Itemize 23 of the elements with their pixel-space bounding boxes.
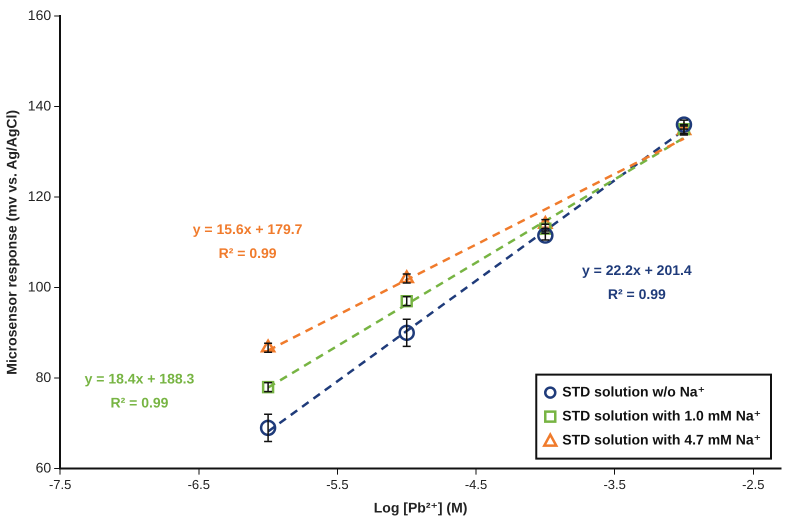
x-tick-label: -5.5 (326, 476, 349, 492)
point (260, 420, 276, 436)
y-tick-label: 100 (28, 278, 52, 294)
y-tick-label: 140 (28, 97, 52, 114)
y-tick-label: 120 (28, 188, 52, 204)
legend-label: STD solution w/o Na⁺ (562, 383, 705, 400)
legend-label: STD solution with 4.7 mM Na⁺ (562, 431, 761, 448)
y-tick-label: 160 (28, 6, 52, 23)
annotation: y = 22.2x + 201.4 R² = 0.99 (582, 262, 692, 302)
x-tick-label: -7.5 (48, 476, 72, 492)
y-axis-title: Microsensor response (mv vs. Ag/AgCl) (3, 110, 20, 375)
x-axis-title: Log [Pb²⁺] (M) (374, 499, 468, 516)
x-tick-label: -6.5 (188, 476, 210, 492)
y-tick-label: 80 (36, 368, 52, 385)
point (676, 116, 692, 133)
x-tick-label: -3.5 (603, 476, 626, 492)
x-tick-label: -2.5 (742, 476, 764, 492)
annotation: y = 18.4x + 188.3 R² = 0.99 (84, 370, 195, 411)
legend-label: STD solution with 1.0 mM Na⁺ (562, 407, 761, 424)
y-tick-label: 60 (36, 459, 52, 476)
x-tick-label: -4.5 (464, 476, 488, 492)
annotation: y = 15.6x + 179.7 R² = 0.99 (192, 221, 303, 262)
point (398, 324, 415, 342)
